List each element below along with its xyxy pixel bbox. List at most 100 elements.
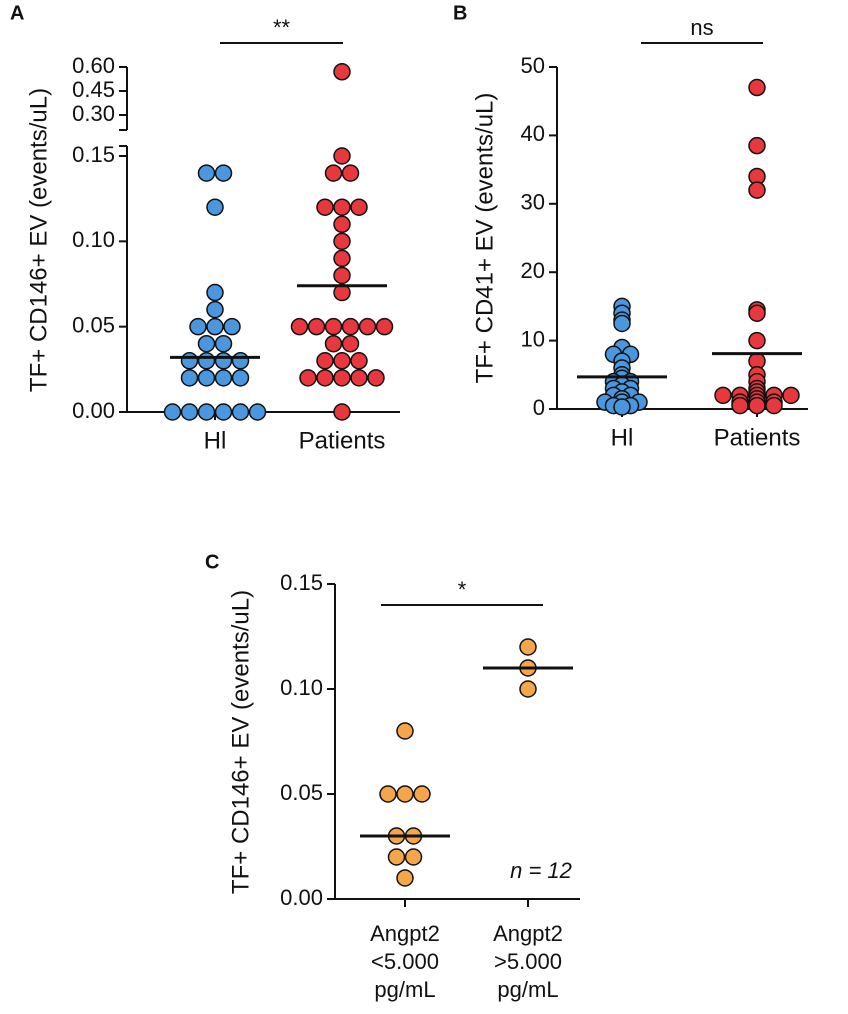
- dot: [341, 164, 360, 182]
- dot: [748, 331, 766, 350]
- dot: [379, 785, 397, 803]
- x-tick-label: pg/mL: [497, 977, 558, 1002]
- dot: [214, 164, 233, 182]
- y-tick-label: 0.00: [72, 398, 115, 423]
- dot: [206, 300, 224, 319]
- dot: [214, 369, 233, 387]
- dot: [206, 283, 224, 302]
- dot: [324, 164, 343, 182]
- dot: [180, 352, 199, 370]
- y-tick-label: 0.10: [280, 675, 323, 700]
- y-axis-label: TF+ CD146+ EV (events/uL): [227, 590, 254, 894]
- dot: [333, 403, 351, 421]
- panel-label: C: [205, 551, 219, 573]
- dot: [231, 369, 250, 387]
- dot: [324, 317, 343, 336]
- dot: [519, 680, 537, 698]
- dot: [214, 352, 233, 370]
- dot: [748, 304, 766, 322]
- dot: [206, 317, 224, 336]
- x-tick-label: Angpt2: [370, 921, 440, 946]
- dot: [748, 181, 766, 199]
- dot: [197, 403, 216, 421]
- x-tick-label: Angpt2: [493, 921, 563, 946]
- dot: [404, 848, 423, 866]
- dot: [613, 398, 631, 416]
- dot: [180, 403, 199, 421]
- dot: [231, 352, 250, 370]
- dot: [316, 352, 334, 370]
- y-tick-label: 50: [521, 53, 545, 78]
- dot: [197, 369, 216, 387]
- dot: [333, 232, 351, 251]
- dot: [413, 785, 431, 803]
- y-tick-label: 0.05: [280, 780, 323, 805]
- dot: [333, 147, 351, 165]
- dot: [197, 352, 216, 370]
- dot: [333, 198, 351, 216]
- y-tick-label: 20: [521, 258, 545, 283]
- dot: [290, 317, 309, 336]
- dot: [333, 266, 351, 285]
- dot: [341, 317, 360, 336]
- x-tick-label: Patients: [299, 427, 386, 454]
- dot: [333, 352, 351, 370]
- y-tick-label: 40: [521, 121, 545, 146]
- y-tick-label: 30: [521, 190, 545, 215]
- dot: [765, 396, 783, 415]
- dot: [333, 63, 351, 81]
- dot: [206, 198, 224, 216]
- dot: [350, 198, 368, 216]
- dot: [248, 403, 267, 421]
- dot: [341, 334, 360, 353]
- dot: [748, 396, 766, 415]
- dot: [396, 785, 414, 803]
- dot: [180, 369, 199, 387]
- dot: [333, 369, 351, 387]
- y-tick-label: 0.00: [280, 885, 323, 910]
- dot: [714, 386, 732, 405]
- dot: [231, 403, 250, 421]
- dot: [197, 334, 216, 353]
- y-axis-label: TF+ CD41+ EV (events/uL): [471, 93, 498, 384]
- significance-label: **: [273, 15, 291, 40]
- dot: [350, 352, 368, 370]
- y-tick-label: 0.30: [72, 101, 115, 126]
- significance-label: ns: [690, 15, 713, 40]
- dot: [396, 722, 414, 740]
- dot: [163, 403, 182, 421]
- x-tick-label: <5.000: [371, 949, 439, 974]
- dot: [731, 396, 749, 415]
- x-tick-label: >5.000: [494, 949, 562, 974]
- dot: [223, 317, 241, 336]
- y-tick-label: 0.45: [72, 77, 115, 102]
- dot: [316, 198, 334, 216]
- dot: [214, 334, 233, 353]
- dot: [333, 215, 351, 234]
- note: n = 12: [510, 858, 572, 883]
- significance-label: *: [458, 577, 467, 602]
- x-tick-label: Hl: [611, 424, 634, 451]
- dot: [197, 164, 216, 182]
- panel-label: B: [453, 2, 467, 24]
- dot: [519, 638, 537, 656]
- y-tick-label: 0.15: [280, 570, 323, 595]
- dot: [350, 369, 368, 387]
- dot: [748, 78, 766, 97]
- dot: [324, 334, 343, 353]
- dot: [358, 317, 377, 336]
- dot: [367, 369, 385, 387]
- dot: [375, 317, 394, 336]
- y-axis-label: TF+ CD146+ EV (events/uL): [25, 88, 52, 392]
- dot: [333, 249, 351, 268]
- dot: [307, 317, 326, 336]
- y-tick-label: 10: [521, 326, 545, 351]
- dot: [316, 369, 334, 387]
- dot: [782, 386, 800, 405]
- y-tick-label: 0: [533, 395, 545, 420]
- dot: [214, 403, 233, 421]
- dot: [396, 869, 414, 887]
- y-tick-label: 0.15: [72, 142, 115, 167]
- dot: [748, 136, 766, 155]
